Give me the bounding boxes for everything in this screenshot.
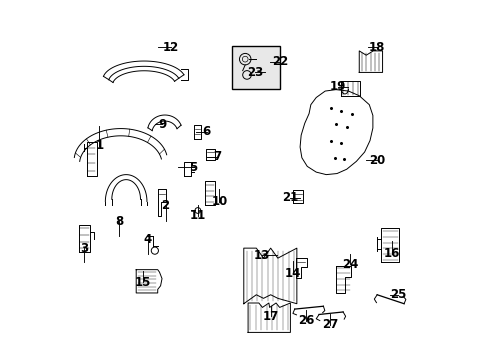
- Text: 14: 14: [284, 267, 301, 280]
- Bar: [231, 45, 280, 89]
- Text: 24: 24: [342, 258, 358, 271]
- Text: 11: 11: [189, 210, 205, 222]
- Text: 7: 7: [213, 150, 221, 163]
- Text: 18: 18: [368, 41, 385, 54]
- Text: 4: 4: [143, 233, 151, 246]
- Text: 6: 6: [203, 125, 210, 138]
- Text: 3: 3: [80, 242, 88, 255]
- Text: 20: 20: [368, 154, 385, 167]
- Text: 22: 22: [272, 55, 288, 68]
- Text: 27: 27: [321, 318, 337, 331]
- Text: 1: 1: [95, 139, 103, 152]
- Text: 25: 25: [389, 288, 406, 301]
- Text: 8: 8: [115, 215, 123, 228]
- Text: 21: 21: [282, 192, 298, 204]
- Text: 23: 23: [246, 66, 263, 79]
- Text: 13: 13: [253, 249, 269, 262]
- Text: 2: 2: [161, 199, 169, 212]
- Text: 10: 10: [211, 195, 227, 208]
- Text: 26: 26: [297, 314, 314, 328]
- Text: 12: 12: [163, 41, 179, 54]
- Text: 16: 16: [383, 247, 399, 260]
- Text: 17: 17: [262, 310, 278, 323]
- Text: 19: 19: [329, 80, 345, 93]
- Text: 15: 15: [135, 276, 151, 289]
- Text: 5: 5: [189, 161, 197, 174]
- Text: 9: 9: [158, 118, 166, 131]
